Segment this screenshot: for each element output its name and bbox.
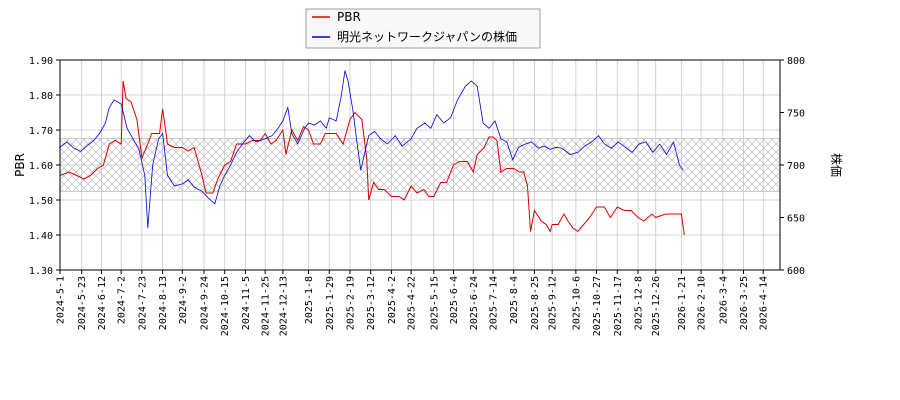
- y-left-tick-label: 1.90: [29, 56, 53, 67]
- x-tick-label: 2024-6-12: [97, 276, 108, 330]
- y-right-tick-label: 650: [787, 214, 805, 225]
- x-tick-label: 2024-5-23: [77, 276, 88, 330]
- x-tick-label: 2024-5-1: [56, 276, 67, 324]
- x-tick-label: 2026-2-10: [697, 276, 708, 330]
- x-tick-label: 2025-11-17: [613, 276, 624, 336]
- y-axis-right-title: 株価: [829, 153, 844, 177]
- stock-price-line: [60, 70, 684, 229]
- y-left-tick-label: 1.40: [29, 231, 53, 242]
- x-tick-label: 2025-9-12: [548, 276, 559, 330]
- x-tick-label: 2024-11-25: [261, 276, 272, 336]
- x-tick-label: 2025-10-27: [592, 276, 603, 336]
- legend-box: [305, 8, 541, 49]
- x-tick-label: 2025-4-22: [407, 276, 418, 330]
- x-tick-label: 2025-6-24: [469, 276, 480, 330]
- x-tick-label: 2024-7-2: [117, 276, 128, 324]
- x-tick-label: 2024-12-13: [278, 276, 289, 336]
- x-axis: 2024-5-1 2024-5-23 2024-6-12 2024-7-2 2024-7…: [56, 270, 770, 336]
- y-right-tick-label: 700: [787, 161, 805, 172]
- x-tick-label: 2025-12-26: [651, 276, 662, 336]
- x-tick-label: 2024-9-2: [178, 276, 189, 324]
- x-tick-label: 2024-8-13: [158, 276, 169, 330]
- pbr-line: [60, 80, 685, 236]
- x-tick-label: 2024-9-24: [200, 276, 211, 330]
- y-right-tick-label: 600: [787, 266, 805, 277]
- y-right-tick-label: 750: [787, 109, 805, 120]
- x-tick-label: 2025-2-19: [345, 276, 356, 330]
- x-tick-label: 2025-12-8: [633, 276, 644, 330]
- y-axis-left: 1.30 1.40 1.50 1.60 1.70 1.80 1.90: [29, 56, 60, 277]
- x-tick-label: 2025-1-8: [304, 276, 315, 324]
- y-left-tick-label: 1.50: [29, 196, 53, 207]
- x-tick-label: 2025-10-6: [571, 276, 582, 330]
- y-axis-left-title: PBR: [13, 153, 27, 177]
- x-tick-label: 2026-1-21: [677, 276, 688, 330]
- legend: PBR 明光ネットワークジャパンの株価: [305, 8, 541, 49]
- legend-label-price: 明光ネットワークジャパンの株価: [337, 29, 517, 44]
- y-left-tick-label: 1.60: [29, 161, 53, 172]
- y-left-tick-label: 1.30: [29, 266, 53, 277]
- x-tick-label: 2024-7-23: [137, 276, 148, 330]
- x-tick-label: 2025-1-29: [325, 276, 336, 330]
- x-tick-label: 2026-4-14: [759, 276, 770, 330]
- x-tick-label: 2025-6-4: [449, 276, 460, 324]
- y-axis-right: 600 650 700 750 800: [780, 56, 805, 277]
- legend-label-pbr: PBR: [337, 10, 361, 24]
- x-tick-label: 2026-3-25: [739, 276, 750, 330]
- x-tick-label: 2026-3-4: [718, 276, 729, 324]
- x-tick-label: 2025-7-14: [488, 276, 499, 330]
- x-tick-label: 2025-3-12: [366, 276, 377, 330]
- x-tick-label: 2025-5-15: [429, 276, 440, 330]
- x-tick-label: 2025-8-4: [509, 276, 520, 324]
- x-tick-label: 2025-4-2: [387, 276, 398, 324]
- x-tick-label: 2024-11-5: [241, 276, 252, 330]
- x-tick-label: 2025-8-25: [530, 276, 541, 330]
- y-left-tick-label: 1.70: [29, 126, 53, 137]
- y-right-tick-label: 800: [787, 56, 805, 67]
- x-tick-label: 2024-10-15: [220, 276, 231, 336]
- y-left-tick-label: 1.80: [29, 91, 53, 102]
